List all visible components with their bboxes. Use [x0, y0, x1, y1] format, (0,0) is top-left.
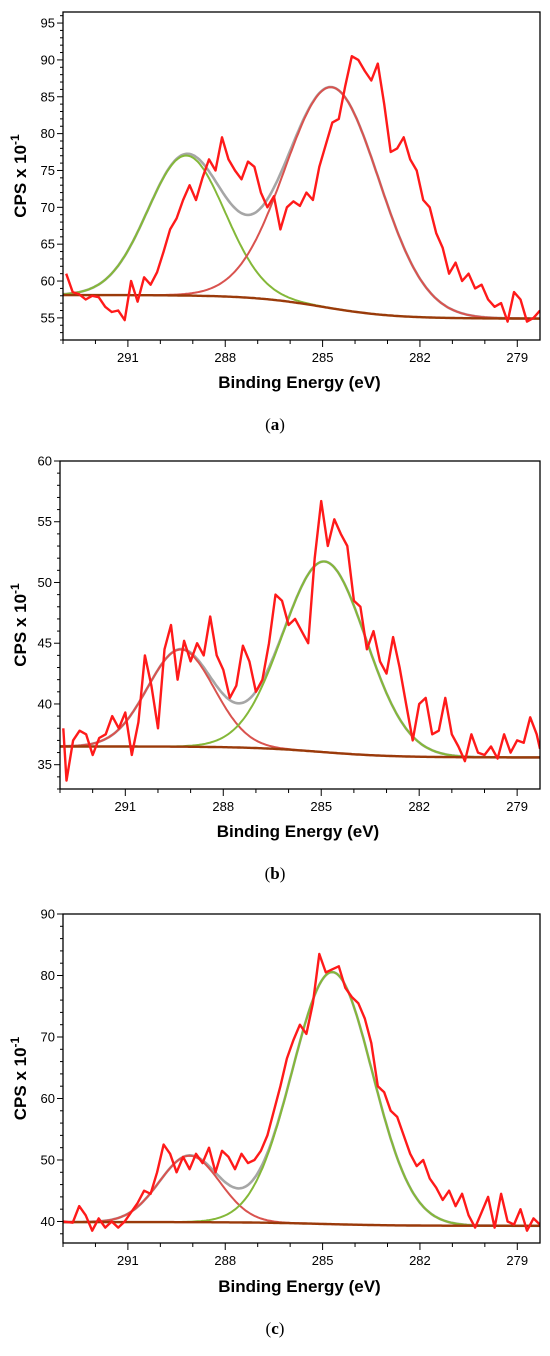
envelope-fit: [63, 970, 540, 1228]
raw-spectrum-line: [65, 55, 540, 323]
y-axis-title-exponent: -1: [8, 134, 22, 145]
background-line: [60, 745, 540, 759]
y-axis-title-base: CPS x 10: [11, 594, 30, 667]
component-peak-2: [63, 971, 540, 1227]
y-tick-label: 35: [38, 757, 52, 772]
x-axis-title: Binding Energy (eV): [218, 1277, 380, 1296]
y-tick-label: 50: [41, 1152, 55, 1167]
y-tick-label: 80: [41, 968, 55, 983]
x-tick-label: 279: [506, 350, 528, 365]
plot-frame: [62, 913, 541, 1244]
plot-area: [63, 952, 540, 1232]
x-tick-label: 282: [408, 799, 430, 814]
plot-frame: [59, 460, 541, 790]
y-axis-title-base: CPS x 10: [11, 1047, 30, 1120]
panel-c: 291 288 285 282 279 40 50 60 70 80 90 Binding Energ…: [8, 907, 541, 1338]
x-tick-label: 288: [214, 1253, 236, 1268]
x-tick-label: 285: [312, 350, 334, 365]
panel-b: 291 288 285 282 279 35 40 45 50 55 60 Binding Energ…: [8, 454, 541, 883]
y-tick-label: 75: [41, 163, 55, 178]
y-tick-label: 85: [41, 89, 55, 104]
y-tick-label: 80: [41, 126, 55, 141]
y-tick-label: 60: [41, 274, 55, 289]
x-tick-label: 291: [117, 350, 139, 365]
x-tick-label: 288: [214, 350, 236, 365]
x-tick-label: 288: [212, 799, 234, 814]
y-tick-label: 70: [41, 1029, 55, 1044]
x-tick-label: 291: [117, 1253, 139, 1268]
caption-letter: a: [271, 415, 280, 434]
y-tick-label: 40: [41, 1214, 55, 1229]
y-tick-label: 90: [41, 907, 55, 922]
x-tick-label: 279: [506, 1253, 528, 1268]
caption-close: ): [279, 415, 285, 434]
plot-frame: [62, 11, 541, 341]
x-tick-label: 282: [409, 1253, 431, 1268]
x-axis-title: Binding Energy (eV): [218, 373, 380, 392]
y-tick-label: 60: [41, 1091, 55, 1106]
y-tick-label: 50: [38, 575, 52, 590]
background-line: [63, 1220, 540, 1227]
y-axis-title-exponent: -1: [8, 583, 22, 594]
caption-letter: c: [271, 1319, 279, 1338]
caption-letter: b: [270, 864, 279, 883]
component-peak-2: [60, 560, 540, 759]
y-tick-label: 90: [41, 52, 55, 67]
y-tick-label: 45: [38, 636, 52, 651]
background-line: [63, 293, 540, 320]
raw-spectrum-line: [62, 499, 540, 782]
y-tick-label: 55: [41, 310, 55, 325]
x-tick-label: 282: [409, 350, 431, 365]
x-tick-label: 285: [310, 799, 332, 814]
caption-open: (: [265, 415, 271, 434]
caption-open: (: [265, 864, 271, 883]
x-tick-label: 279: [506, 799, 528, 814]
y-axis-title-base: CPS x 10: [11, 145, 30, 218]
plot-area: [60, 499, 540, 782]
x-axis-title: Binding Energy (eV): [217, 822, 379, 841]
raw-spectrum-line: [63, 952, 540, 1232]
panel-a: 291 288 285 282 279 55 60 65 70 75 80 85 90 95 Binding…: [8, 11, 541, 434]
x-tick-label: 285: [312, 1253, 334, 1268]
caption-close: ): [280, 864, 286, 883]
y-tick-label: 70: [41, 200, 55, 215]
caption-open: (: [266, 1319, 272, 1338]
plot-area: [63, 55, 540, 323]
y-axis-title-exponent: -1: [8, 1036, 22, 1047]
y-axis-title: CPS x 10-1: [8, 583, 30, 667]
y-tick-label: 60: [38, 454, 52, 469]
y-tick-label: 65: [41, 237, 55, 252]
component-peak-1: [60, 648, 540, 759]
panel-caption: (c): [266, 1319, 285, 1338]
y-axis-title: CPS x 10-1: [8, 1036, 30, 1120]
y-axis-title: CPS x 10-1: [8, 134, 30, 218]
caption-close: ): [279, 1319, 285, 1338]
y-tick-label: 55: [38, 514, 52, 529]
y-tick-label: 40: [38, 696, 52, 711]
panel-caption: (b): [265, 864, 286, 883]
panel-caption: (a): [265, 415, 285, 434]
x-tick-label: 291: [114, 799, 136, 814]
y-tick-label: 95: [41, 16, 55, 31]
